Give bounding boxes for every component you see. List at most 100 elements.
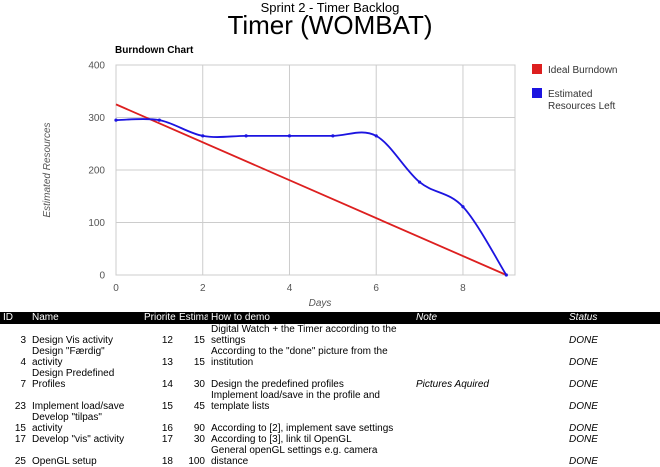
data-point	[374, 134, 378, 138]
cell-status: DONE	[569, 335, 598, 346]
x-axis-label: Days	[309, 298, 332, 309]
y-tick-label: 400	[88, 61, 105, 72]
cell-priority: 12	[161, 335, 173, 346]
cell-note	[413, 390, 566, 412]
data-point	[157, 118, 161, 122]
table-row: 23 Implement load/save 15 45 Implement load/…	[0, 390, 660, 412]
data-point	[287, 134, 292, 138]
cell-name: Develop "tilpas" activity	[32, 412, 102, 434]
data-point	[114, 118, 118, 122]
cell-estimate: 30	[193, 434, 205, 445]
x-tick-label: 0	[113, 283, 119, 294]
table-row: 7 Design Predefined Profiles 14 30 Design the…	[0, 368, 660, 390]
table-body: 3 Design Vis activity 12 15 Digital Watch + …	[0, 324, 660, 467]
cell-estimate: 15	[193, 357, 205, 368]
legend-label: Ideal Burndown	[548, 65, 618, 76]
cell-name: Design Predefined Profiles	[32, 368, 115, 390]
cell-note	[413, 346, 566, 368]
table-row: 25 OpenGL setup 18 100 General openGL settin…	[0, 445, 660, 467]
data-point	[201, 134, 205, 138]
cell-demo: According to [2], implement save setting…	[211, 423, 394, 434]
data-point	[331, 134, 335, 138]
cell-demo: According to [3], link til OpenGL	[211, 434, 352, 445]
x-tick-label: 8	[460, 283, 466, 294]
series-group	[114, 103, 508, 277]
cell-demo: Digital Watch + the Timer according to t…	[211, 324, 397, 346]
cell-estimate: 45	[193, 401, 205, 412]
cell-id: 4	[20, 357, 26, 368]
cell-id: 25	[14, 456, 26, 467]
page-title: Timer (WOMBAT)	[227, 10, 433, 40]
cell-priority: 13	[161, 357, 173, 368]
data-point	[461, 205, 465, 209]
cell-id: 7	[20, 379, 26, 390]
cell-name: Develop "vis" activity	[32, 434, 125, 445]
table-row: 4 Design "Færdig" activity 13 15 According to…	[0, 346, 660, 368]
x-tick-label: 4	[287, 283, 293, 294]
estimated-resources-line	[115, 118, 508, 276]
y-tick-label: 300	[88, 113, 105, 124]
col-priority-header: Priorite	[141, 312, 176, 324]
cell-id: 17	[14, 434, 26, 445]
cell-priority: 16	[161, 423, 173, 434]
cell-demo: According to the "done" picture from the…	[211, 346, 388, 368]
cell-note	[413, 445, 566, 467]
cell-note: Pictures Aquired	[416, 379, 489, 390]
backlog-table: ID Name Priorite Estima How to demo Note Statu…	[0, 312, 660, 467]
cell-priority: 17	[161, 434, 173, 445]
y-tick-label: 200	[88, 166, 105, 177]
cell-estimate: 100	[188, 456, 205, 467]
cell-status: DONE	[569, 423, 598, 434]
y-axis-ticks: 0 100 200 300 400	[88, 61, 105, 282]
cell-id: 23	[14, 401, 26, 412]
cell-note	[413, 434, 566, 445]
col-estimate-header: Estima	[176, 312, 208, 324]
cell-priority: 14	[161, 379, 173, 390]
cell-name: Design Vis activity	[32, 335, 113, 346]
y-tick-label: 0	[99, 271, 105, 282]
x-axis-ticks: 0 2 4 6 8	[113, 283, 466, 294]
col-demo-header: How to demo	[208, 312, 413, 324]
table-row: 3 Design Vis activity 12 15 Digital Watch + …	[0, 324, 660, 346]
cell-status: DONE	[569, 401, 598, 412]
data-point	[417, 180, 422, 184]
cell-demo: Implement load/save in the profile and te…	[211, 390, 380, 412]
x-tick-label: 2	[200, 283, 206, 294]
table-row: 15 Develop "tilpas" activity 16 90 According …	[0, 412, 660, 434]
cell-demo: General openGL settings e.g. camera dista…	[211, 445, 378, 467]
col-name-header: Name	[29, 312, 141, 324]
y-axis-label: Estimated Resources	[42, 122, 53, 217]
cell-estimate: 15	[193, 335, 205, 346]
col-note-header: Note	[413, 312, 566, 324]
legend-swatch	[532, 64, 542, 74]
cell-status: DONE	[569, 379, 598, 390]
col-status-header: Status	[566, 312, 660, 324]
cell-demo: Design the predefined profiles	[211, 379, 344, 390]
cell-note	[413, 324, 566, 346]
table-header-row: ID Name Priorite Estima How to demo Note Statu…	[0, 312, 660, 324]
cell-status: DONE	[569, 434, 598, 445]
legend-swatch	[532, 88, 542, 98]
page-subtitle: Sprint 2 - Timer Backlog	[260, 0, 400, 15]
data-point	[504, 273, 508, 277]
cell-estimate: 90	[193, 423, 205, 434]
cell-id: 3	[20, 335, 26, 346]
cell-id: 15	[14, 423, 26, 434]
ideal-burndown-line	[115, 103, 507, 276]
backlog-table-container: ID Name Priorite Estima How to demo Note Statu…	[0, 312, 660, 467]
cell-name: Design "Færdig" activity	[32, 346, 105, 368]
cell-note	[413, 412, 566, 434]
cell-name: Implement load/save	[32, 401, 125, 412]
cell-priority: 15	[161, 401, 173, 412]
col-id-header: ID	[0, 312, 29, 324]
cell-priority: 18	[161, 456, 173, 467]
cell-status: DONE	[569, 357, 598, 368]
cell-name: OpenGL setup	[32, 456, 97, 467]
y-tick-label: 100	[88, 218, 105, 229]
legend-label: Estimated Resources Left	[548, 89, 615, 112]
table-row: 17 Develop "vis" activity 17 30 According to…	[0, 434, 660, 445]
chart-legend: Ideal Burndown Estimated Resources Left	[532, 64, 618, 112]
cell-estimate: 30	[193, 379, 205, 390]
data-point	[244, 134, 248, 138]
